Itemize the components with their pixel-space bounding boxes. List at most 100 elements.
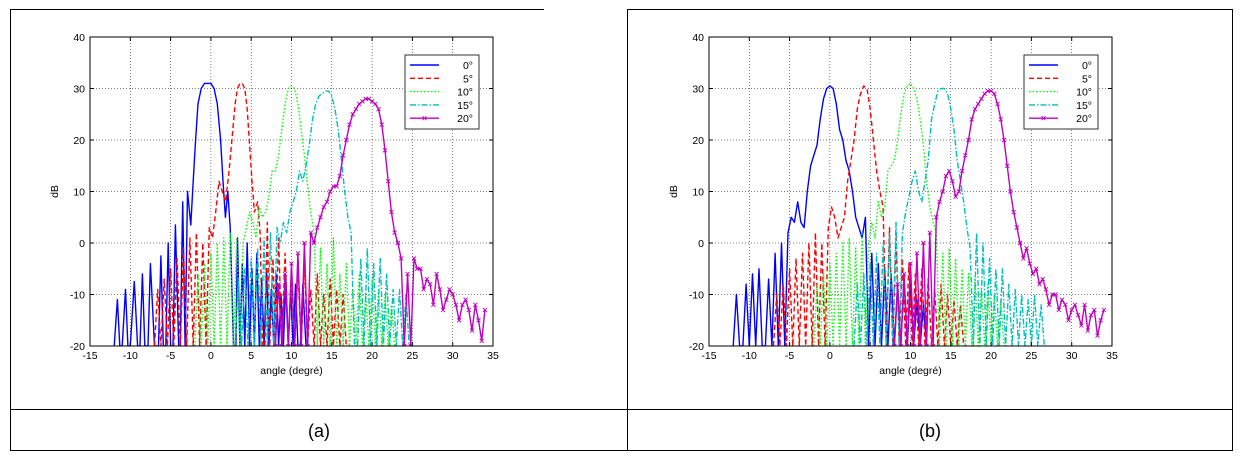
y-tick-label: 0 [698,238,704,250]
series-marker-4 [1056,307,1062,313]
y-tick-label: 40 [692,32,704,44]
x-tick-label: -10 [742,350,757,362]
series-marker-4 [318,214,323,220]
series-marker-4 [940,189,946,194]
series-marker-4 [992,91,997,96]
x-tick-label: -5 [785,350,794,362]
series-marker-4 [434,271,439,277]
series-marker-4 [440,307,446,313]
series-marker-4 [1079,323,1084,328]
series-marker-4 [1085,328,1091,333]
series-line-2 [813,82,1008,346]
series-marker-4 [276,281,281,287]
caption-a: (a) [308,421,330,441]
series-marker-4 [1037,281,1042,287]
x-tick-label: 0 [827,350,833,362]
series-marker-4 [334,184,339,189]
series-marker-4 [356,101,362,107]
y-tick-label: -10 [70,290,85,302]
legend-label-1: 5° [463,73,473,85]
series-marker-4 [479,338,485,344]
series-marker-4 [979,96,984,102]
series-marker-4 [930,343,936,346]
series-marker-4 [962,153,968,158]
y-tick-label: 0 [79,238,85,250]
table-left-border [10,9,11,451]
series-marker-4 [289,261,294,266]
series-marker-4 [340,153,346,158]
caption-b: (b) [919,421,941,441]
y-tick-label: -20 [689,341,704,353]
table-bottom-border [10,450,1232,451]
series-marker-4 [1069,307,1075,313]
series-line-1 [153,82,350,346]
table-top-border-left [10,9,544,10]
y-tick-label: 20 [73,135,85,147]
series-marker-4 [292,343,298,346]
series-marker-4 [1040,276,1046,282]
series-marker-4 [1095,333,1100,339]
x-axis-label: angle (degré) [260,365,322,377]
series-marker-4 [350,111,356,117]
series-marker-4 [908,261,913,266]
series-marker-4 [302,240,307,246]
series-marker-4 [1091,307,1097,313]
series-line-2 [194,85,396,346]
series-marker-4 [924,343,929,346]
series-marker-4 [453,302,459,308]
series-marker-4 [1033,266,1039,272]
series-marker-4 [1030,271,1036,277]
series-marker-4 [321,204,327,210]
series-marker-4 [1053,292,1058,297]
series-group [732,82,1107,346]
series-marker-4 [1024,245,1029,251]
series-marker-4 [914,250,920,256]
series-marker-4 [1088,312,1094,318]
series-marker-4 [373,101,378,107]
y-tick-label: 20 [692,135,704,147]
series-marker-4 [347,122,352,127]
series-marker-4 [1017,240,1023,246]
y-axis-label: dB [668,185,680,198]
series-marker-4 [1014,225,1020,230]
series-marker-4 [950,178,955,184]
x-tick-label: -10 [123,350,138,362]
series-line-0 [732,85,928,346]
table-top-border-right [627,9,1232,10]
series-marker-4 [1008,189,1013,194]
y-tick-label: -10 [689,290,704,302]
chart-panel-b: -15 -10 -5 0 5 10 15 20 25 30 35 -20 -10 0 10 20 30 40 ang… [663,30,1133,400]
x-tick-label: 20 [366,350,378,362]
series-marker-4 [1001,137,1007,143]
series-marker-4 [953,194,958,199]
series-marker-4 [392,230,397,236]
series-marker-4 [1101,307,1107,313]
series-marker-4 [418,266,423,272]
table-right-border [1232,9,1233,451]
series-marker-4 [405,271,410,277]
legend-label-2: 10° [457,87,473,99]
series-marker-4 [395,240,401,246]
series-marker-4 [385,178,391,184]
legend: 0°5° 10°15°20° [404,54,480,130]
y-tick-label: 40 [73,32,85,44]
table-middle-border [627,9,628,451]
series-marker-4 [1004,163,1010,169]
series-marker-4 [389,209,394,215]
ticks: -15 -10 -5 0 5 10 15 20 25 30 35 -20 -10 0 10 20 30 40 [689,32,1118,362]
series-marker-4 [998,117,1004,122]
legend-marker-4 [1041,115,1046,121]
series-marker-4 [472,302,478,308]
series-marker-4 [966,137,971,143]
x-tick-label: 5 [867,350,873,362]
series-marker-4 [482,307,488,313]
series-line-3 [853,87,1048,346]
series-marker-4 [463,297,468,302]
series-marker-4 [314,225,320,230]
series-marker-4 [337,173,343,179]
chart-panel-a: -15 -10 -5 0 5 10 15 20 25 30 35 -20 -10 0 10 20 30 40 ang… [44,30,514,400]
x-tick-label: 25 [407,350,419,362]
series-marker-4 [279,343,285,346]
series-marker-4 [1075,312,1081,318]
series-marker-4 [969,117,975,122]
